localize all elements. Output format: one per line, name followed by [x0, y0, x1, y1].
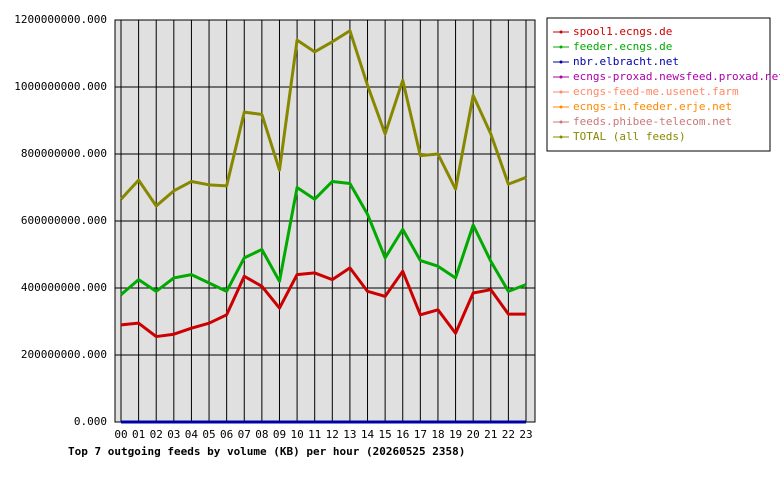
legend-dot: [559, 60, 563, 64]
y-tick-label: 200000000.000: [21, 348, 107, 361]
x-tick-label: 20: [467, 428, 480, 441]
x-tick-label: 06: [220, 428, 233, 441]
x-tick-label: 00: [114, 428, 127, 441]
x-tick-label: 03: [167, 428, 180, 441]
legend-label: feeder.ecngs.de: [573, 40, 672, 53]
x-tick-label: 21: [484, 428, 497, 441]
x-tick-label: 12: [326, 428, 339, 441]
chart-title: Top 7 outgoing feeds by volume (KB) per …: [68, 445, 465, 458]
x-tick-label: 16: [396, 428, 409, 441]
x-tick-label: 08: [255, 428, 268, 441]
x-tick-label: 09: [273, 428, 286, 441]
x-tick-label: 02: [150, 428, 163, 441]
x-tick-label: 14: [361, 428, 375, 441]
x-tick-label: 18: [431, 428, 444, 441]
x-tick-label: 19: [449, 428, 462, 441]
legend-dot: [559, 75, 563, 79]
legend-box: [546, 17, 771, 152]
x-tick-label: 05: [202, 428, 215, 441]
legend-label: ecngs-feed-me.usenet.farm: [573, 85, 739, 98]
x-tick-label: 11: [308, 428, 321, 441]
x-tick-label: 22: [502, 428, 515, 441]
x-tick-label: 13: [343, 428, 356, 441]
series-line: [120, 179, 527, 296]
x-tick-label: 04: [185, 428, 199, 441]
x-tick-label: 23: [519, 428, 532, 441]
legend-label: TOTAL (all feeds): [573, 130, 686, 143]
legend-dot: [559, 30, 563, 34]
x-tick-label: 07: [238, 428, 251, 441]
legend-label: nbr.elbracht.net: [573, 55, 679, 68]
x-tick-label: 17: [414, 428, 427, 441]
x-tick-label: 10: [290, 428, 303, 441]
y-tick-label: 800000000.000: [21, 147, 107, 160]
legend-label: feeds.phibee-telecom.net: [573, 115, 732, 128]
y-tick-label: 0.000: [74, 415, 107, 428]
legend-label: ecngs-proxad.newsfeed.proxad.net: [573, 70, 780, 83]
y-tick-label: 600000000.000: [21, 214, 107, 227]
legend-dot: [559, 90, 563, 94]
legend-label: spool1.ecngs.de: [573, 25, 672, 38]
legend-dot: [559, 135, 563, 139]
legend-dot: [559, 120, 563, 124]
x-tick-label: 01: [132, 428, 145, 441]
series-line: [120, 266, 526, 339]
y-tick-label: 400000000.000: [21, 281, 107, 294]
x-tick-label: 15: [379, 428, 392, 441]
legend-label: ecngs-in.feeder.erje.net: [573, 100, 732, 113]
legend-dot: [559, 105, 563, 109]
series-line: [119, 29, 527, 208]
legend-dot: [559, 45, 563, 49]
y-tick-label: 1000000000.000: [14, 80, 107, 93]
y-tick-label: 1200000000.000: [14, 13, 107, 26]
